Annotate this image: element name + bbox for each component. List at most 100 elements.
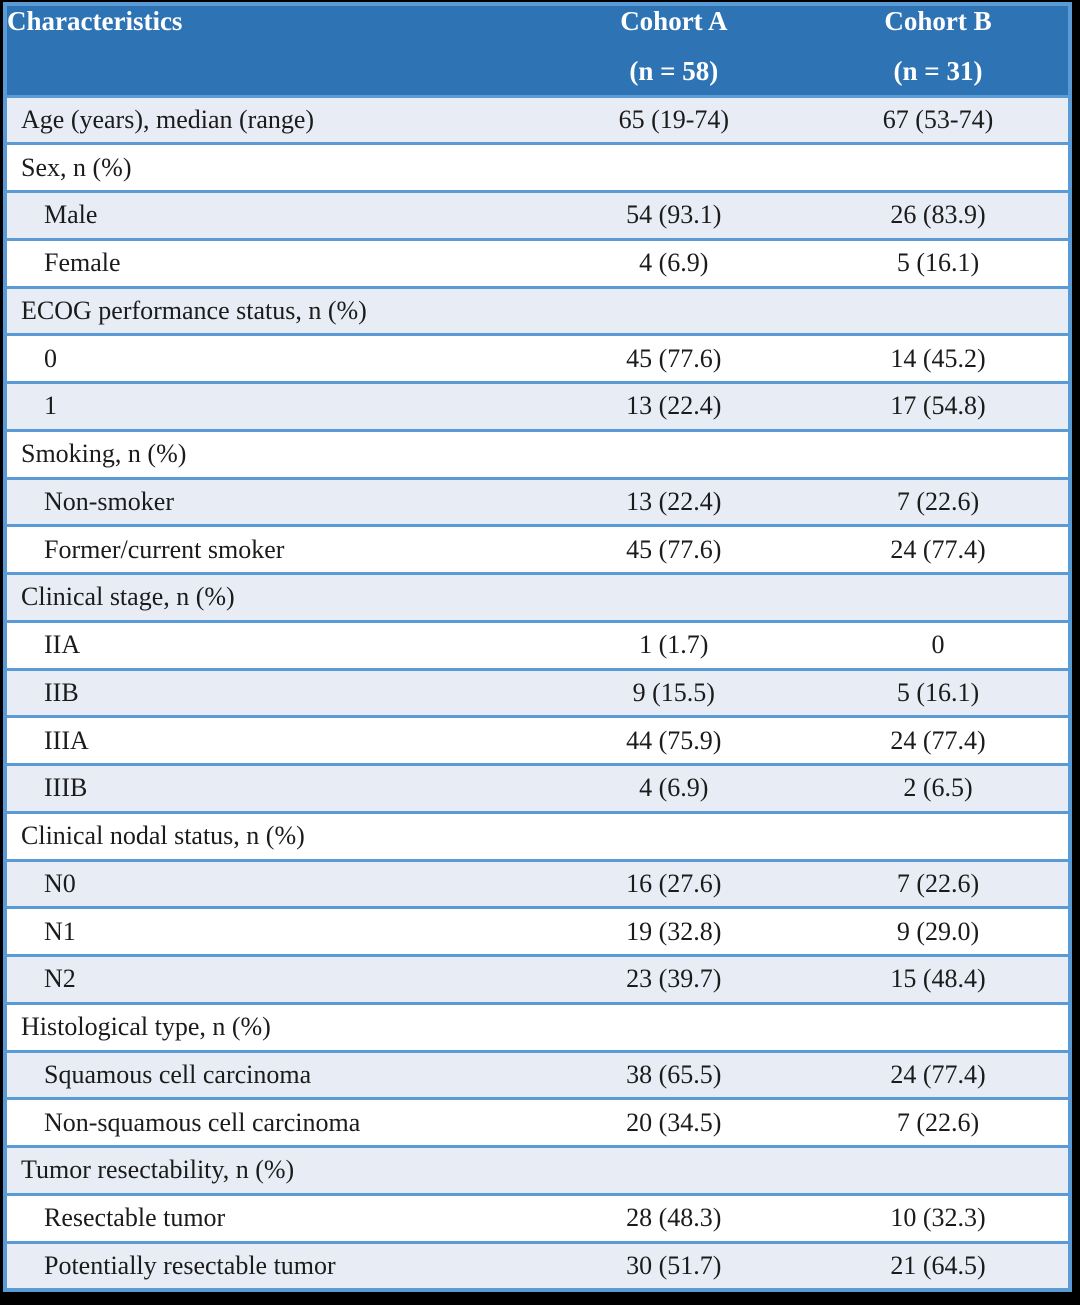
cohort-a-value: 4 (6.9) (639, 248, 709, 278)
row-label: Clinical nodal status, n (%) (21, 821, 305, 851)
table-body: Age (years), median (range) 65 (19-74) 6… (5, 96, 1070, 1290)
cohort-b-value: 26 (83.9) (890, 200, 986, 230)
row-label: Non-smoker (44, 486, 174, 516)
row-label: Smoking, n (%) (21, 439, 187, 469)
cohort-a-value (540, 812, 808, 860)
table-row: IIA 1 (1.7) 0 (5, 621, 1070, 669)
cohort-a-value: 30 (51.7) (626, 1250, 722, 1280)
table-row: N2 23 (39.7) 15 (48.4) (5, 955, 1070, 1004)
cohort-b-value: 5 (16.1) (896, 677, 980, 707)
cohort-a-value: 44 (75.9) (626, 725, 722, 755)
table-row: Resectable tumor 28 (48.3) 10 (32.3) (5, 1194, 1070, 1242)
cohort-a-value (540, 287, 808, 335)
cohort-b-value: 0 (931, 630, 945, 660)
table-header-row: Characteristics Cohort A (n = 58) Cohort… (5, 4, 1070, 97)
cohort-b-value (808, 430, 1070, 478)
header-cohort-b: Cohort B (n = 31) (808, 4, 1070, 97)
cohort-b-value: 7 (22.6) (896, 486, 980, 516)
row-label: Age (years), median (range) (21, 104, 315, 134)
header-characteristics: Characteristics (5, 4, 540, 97)
row-label: IIB (44, 677, 79, 707)
header-cohort-b-name: Cohort B (884, 6, 992, 36)
row-label: 0 (44, 343, 57, 373)
table-row: Non-squamous cell carcinoma 20 (34.5) 7 … (5, 1098, 1070, 1147)
cohort-b-value: 5 (16.1) (896, 248, 980, 278)
cohort-a-value: 4 (6.9) (639, 773, 709, 803)
row-label: ECOG performance status, n (%) (21, 295, 367, 325)
table-row: Potentially resectable tumor 30 (51.7) 2… (5, 1242, 1070, 1290)
row-label: IIIA (44, 725, 89, 755)
row-label: IIIB (44, 773, 88, 803)
table-row: N1 19 (32.8) 9 (29.0) (5, 907, 1070, 956)
header-cohort-a-n: (n = 58) (629, 56, 719, 86)
cohort-b-value (808, 1003, 1070, 1051)
header-cohort-b-n: (n = 31) (893, 56, 983, 86)
cohort-b-value (808, 1147, 1070, 1195)
row-label: Resectable tumor (44, 1203, 226, 1233)
cohort-a-value: 20 (34.5) (626, 1107, 722, 1137)
table-row: Histological type, n (%) (5, 1003, 1070, 1051)
cohort-b-value: 21 (64.5) (890, 1250, 986, 1280)
cohort-b-value: 7 (22.6) (896, 868, 980, 898)
row-label: Potentially resectable tumor (44, 1250, 336, 1280)
table-row: IIIA 44 (75.9) 24 (77.4) (5, 716, 1070, 765)
cohort-a-value: 65 (19-74) (618, 104, 730, 134)
cohort-a-value: 1 (1.7) (639, 630, 709, 660)
row-label: Sex, n (%) (21, 152, 132, 182)
header-cohort-a: Cohort A (n = 58) (539, 4, 808, 97)
cohort-a-value: 45 (77.6) (626, 534, 722, 564)
cohort-b-value: 24 (77.4) (890, 1059, 986, 1089)
row-label: Histological type, n (%) (21, 1012, 271, 1042)
row-label: Former/current smoker (44, 534, 285, 564)
table-row: Smoking, n (%) (5, 430, 1070, 478)
table-row: Non-smoker 13 (22.4) 7 (22.6) (5, 478, 1070, 526)
cohort-b-value (808, 812, 1070, 860)
cohort-a-value: 28 (48.3) (626, 1203, 722, 1233)
cohort-b-value: 15 (48.4) (890, 964, 986, 994)
header-cohort-a-name: Cohort A (620, 6, 728, 36)
characteristics-table: Characteristics Cohort A (n = 58) Cohort… (3, 2, 1072, 1292)
cohort-a-value (540, 144, 808, 192)
characteristics-table-container: Characteristics Cohort A (n = 58) Cohort… (3, 2, 1072, 1292)
table-row: 1 13 (22.4) 17 (54.8) (5, 382, 1070, 431)
table-row: N0 16 (27.6) 7 (22.6) (5, 860, 1070, 908)
table-row: IIIB 4 (6.9) 2 (6.5) (5, 764, 1070, 813)
cohort-a-value: 9 (15.5) (632, 677, 715, 707)
table-row: Age (years), median (range) 65 (19-74) 6… (5, 96, 1070, 144)
table-row: Clinical nodal status, n (%) (5, 812, 1070, 860)
cohort-a-value: 38 (65.5) (626, 1059, 722, 1089)
cohort-b-value: 2 (6.5) (903, 773, 973, 803)
row-label: N2 (44, 964, 76, 994)
row-label: Male (44, 200, 98, 230)
row-label: IIA (44, 630, 81, 660)
cohort-a-value (540, 430, 808, 478)
cohort-a-value (540, 1147, 808, 1195)
cohort-a-value: 19 (32.8) (626, 916, 722, 946)
cohort-a-value: 13 (22.4) (626, 486, 722, 516)
table-row: Male 54 (93.1) 26 (83.9) (5, 191, 1070, 240)
row-label: 1 (44, 391, 57, 421)
cohort-b-value (808, 574, 1070, 622)
table-row: IIB 9 (15.5) 5 (16.1) (5, 669, 1070, 717)
table-row: Squamous cell carcinoma 38 (65.5) 24 (77… (5, 1051, 1070, 1099)
cohort-b-value: 10 (32.3) (890, 1203, 986, 1233)
cohort-b-value (808, 287, 1070, 335)
cohort-b-value: 24 (77.4) (890, 725, 986, 755)
table-row: Tumor resectability, n (%) (5, 1146, 1070, 1195)
table-row: Female 4 (6.9) 5 (16.1) (5, 239, 1070, 287)
cohort-b-value: 7 (22.6) (896, 1107, 980, 1137)
row-label: Non-squamous cell carcinoma (44, 1107, 361, 1137)
cohort-b-value: 67 (53-74) (882, 104, 994, 134)
row-label: Clinical stage, n (%) (21, 582, 235, 612)
table-row: 0 45 (77.6) 14 (45.2) (5, 334, 1070, 383)
cohort-b-value (808, 144, 1070, 192)
cohort-a-value: 13 (22.4) (626, 391, 722, 421)
cohort-a-value: 23 (39.7) (626, 964, 722, 994)
cohort-a-value (540, 574, 808, 622)
row-label: N0 (44, 868, 76, 898)
cohort-a-value (540, 1003, 808, 1051)
table-row: Former/current smoker 45 (77.6) 24 (77.4… (5, 525, 1070, 574)
table-row: Clinical stage, n (%) (5, 573, 1070, 622)
table-row: Sex, n (%) (5, 143, 1070, 192)
